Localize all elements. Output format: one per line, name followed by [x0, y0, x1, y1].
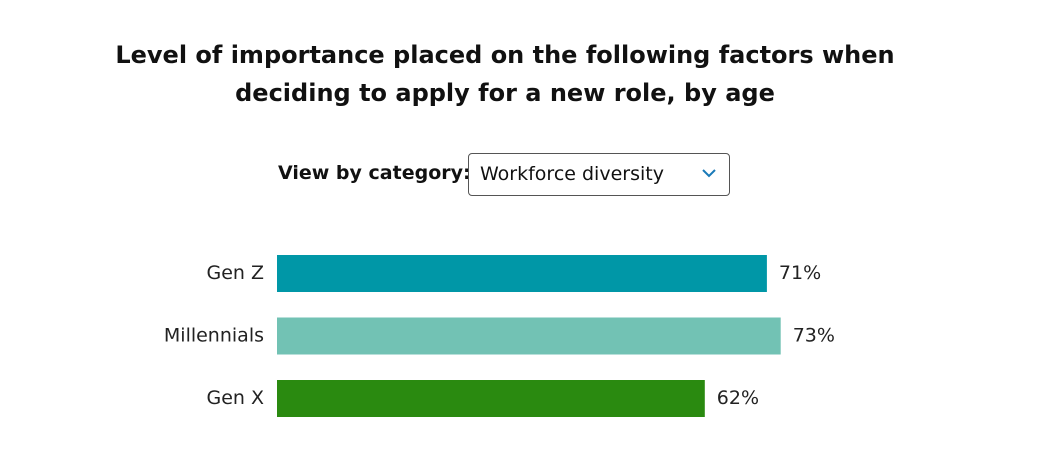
- value-label: 71%: [779, 262, 821, 284]
- value-label: 62%: [717, 387, 759, 409]
- bar: [277, 317, 781, 355]
- bar: [277, 380, 705, 417]
- dropdown-label: View by category:: [278, 162, 471, 184]
- chevron-icon: [702, 169, 716, 178]
- value-label: 73%: [793, 325, 835, 347]
- dropdown-value: Workforce diversity: [480, 163, 664, 185]
- category-label: Gen X: [206, 387, 264, 409]
- chart-title: Level of importance placed on the follow…: [115, 41, 895, 107]
- category-label: Millennials: [164, 325, 264, 347]
- category-dropdown[interactable]: Workforce diversity: [468, 153, 730, 196]
- bar: [277, 255, 767, 292]
- category-label: Gen Z: [206, 262, 264, 284]
